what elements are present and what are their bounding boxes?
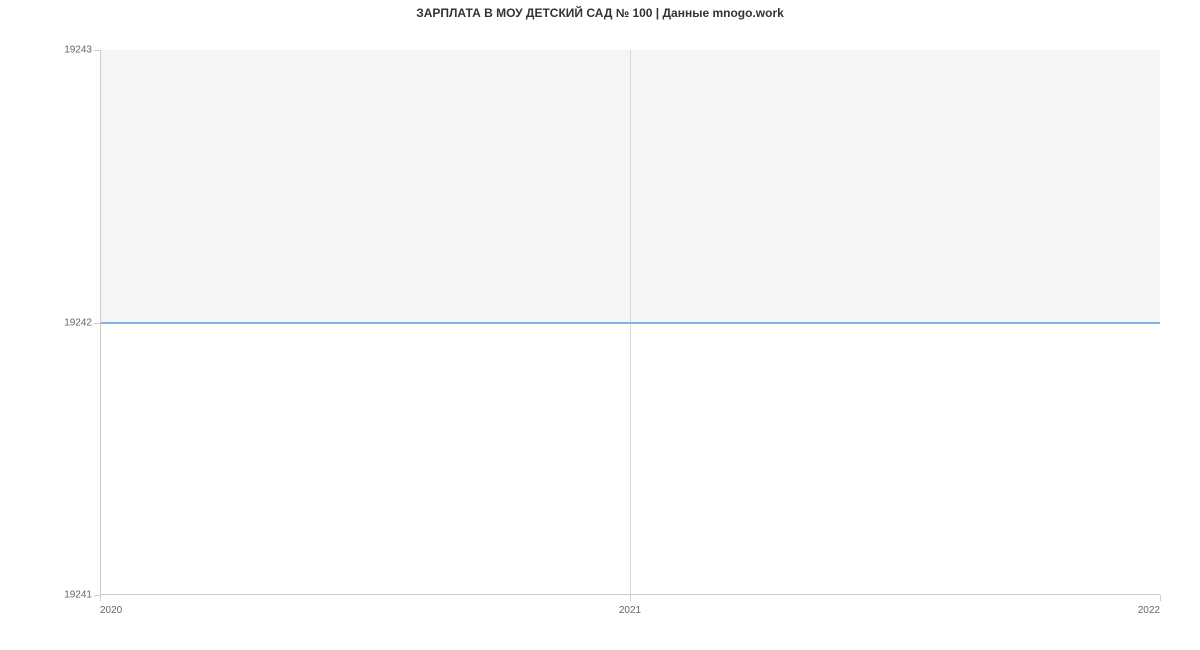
x-tick-mark	[1160, 595, 1161, 601]
series-line	[100, 322, 1160, 324]
y-tick-mark	[94, 323, 100, 324]
y-tick-label: 19241	[64, 590, 92, 601]
x-tick-label: 2022	[1138, 605, 1160, 616]
plot-area: 202020212022192411924219243	[100, 50, 1160, 595]
y-axis-line	[100, 50, 101, 595]
chart-title: ЗАРПЛАТА В МОУ ДЕТСКИЙ САД № 100 | Данны…	[0, 6, 1200, 20]
x-tick-mark	[100, 595, 101, 601]
x-tick-label: 2020	[100, 605, 122, 616]
y-tick-label: 19242	[64, 317, 92, 328]
x-tick-label: 2021	[619, 605, 641, 616]
x-tick-mark	[630, 595, 631, 601]
y-tick-label: 19243	[64, 45, 92, 56]
salary-chart: ЗАРПЛАТА В МОУ ДЕТСКИЙ САД № 100 | Данны…	[0, 0, 1200, 650]
y-tick-mark	[94, 595, 100, 596]
y-tick-mark	[94, 50, 100, 51]
